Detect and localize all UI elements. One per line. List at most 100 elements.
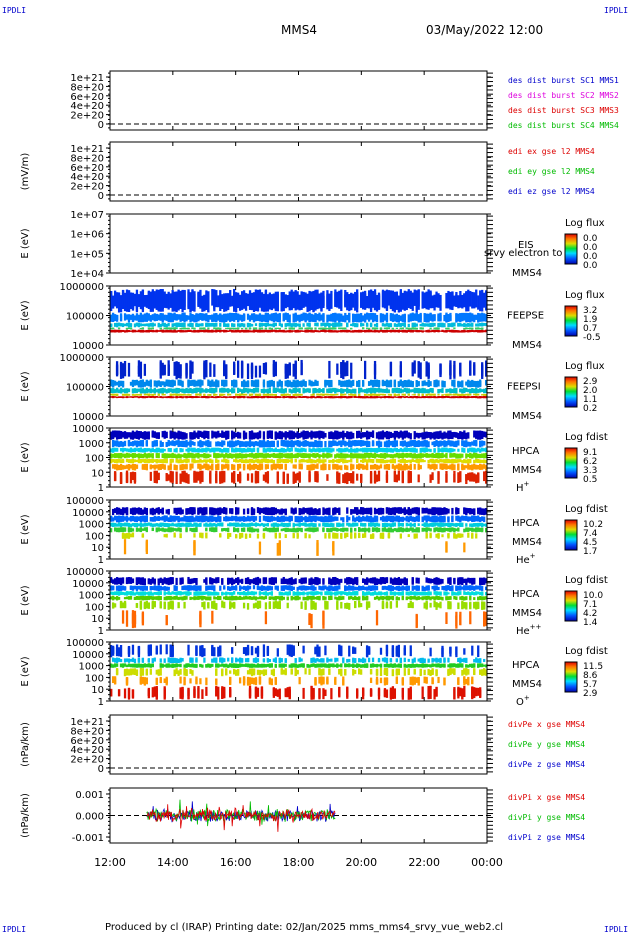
spectrogram-cell <box>381 289 385 307</box>
spectrogram-cell <box>233 396 236 399</box>
spectrogram-cell <box>256 464 260 471</box>
spectrogram-cell <box>246 441 250 447</box>
spectrogram-cell <box>461 323 464 327</box>
spectrogram-cell <box>314 440 317 446</box>
spectrogram-cell <box>110 459 113 463</box>
spectrogram-cell <box>397 387 400 394</box>
spectrogram-cell <box>147 448 150 452</box>
spectrogram-cell <box>153 471 156 484</box>
spectrogram-cell <box>217 463 220 470</box>
spectrogram-cell <box>336 388 339 393</box>
spectrogram-cell <box>342 430 345 439</box>
spectrogram-cell <box>123 396 127 398</box>
spectrogram-cell <box>385 327 389 330</box>
spectrogram-cell <box>431 330 434 332</box>
spectrogram-cell <box>215 441 218 447</box>
spectrogram-cell <box>356 459 359 463</box>
spectrogram-cell <box>231 295 234 307</box>
spectrogram-cell <box>361 454 365 459</box>
spectrogram-cell <box>163 393 166 396</box>
spectrogram-cell <box>143 458 147 464</box>
spectrogram-cell <box>365 388 369 393</box>
spectrogram-cell <box>207 459 210 463</box>
spectrogram-cell <box>302 380 305 386</box>
spectrogram-cell <box>147 329 150 333</box>
spectrogram-cell <box>117 389 121 394</box>
spectrogram-cell <box>449 312 452 322</box>
spectrogram-cell <box>235 458 238 463</box>
spectrogram-cell <box>262 396 266 398</box>
spectrogram-cell <box>248 388 252 393</box>
spectrogram-cell <box>121 323 125 328</box>
spectrogram-cell <box>346 460 349 463</box>
spectrogram-cell <box>131 396 135 399</box>
panel-frame <box>109 213 488 274</box>
spectrogram-cell <box>455 294 458 307</box>
spectrogram-cell <box>223 329 226 333</box>
spectrogram-cell <box>427 313 430 323</box>
spectrogram-cell <box>320 393 323 396</box>
spectrogram-cell <box>302 388 305 393</box>
spectrogram-cell <box>117 292 121 313</box>
corner-bl: IPDLI <box>2 925 26 934</box>
spectrogram-cell <box>131 430 135 440</box>
spectrogram-cell <box>145 387 148 393</box>
spectrogram-cell <box>358 396 361 398</box>
spectrogram-cell <box>240 314 244 322</box>
spectrogram-cell <box>207 327 210 330</box>
spectrogram-cell <box>235 292 238 306</box>
spectrogram-cell <box>363 330 367 333</box>
spectrogram-cell <box>119 432 123 439</box>
spectrogram-cell <box>334 430 337 440</box>
spectrogram-cell <box>272 448 275 453</box>
spectrogram-cell <box>219 290 222 306</box>
spectrogram-cell <box>435 329 438 332</box>
spectrogram-cell <box>413 327 416 330</box>
spectrogram-cell <box>427 396 430 398</box>
spectrogram-cell <box>310 330 313 333</box>
spectrogram-cell <box>278 396 281 399</box>
spectrogram-cell <box>219 327 222 330</box>
spectrogram-cell <box>244 293 248 311</box>
y-tick-label: 1e+07 <box>70 210 104 221</box>
spectrogram-cell <box>256 329 260 332</box>
spectrogram-cell <box>373 396 377 399</box>
spectrogram-cell <box>322 323 325 326</box>
spectrogram-cell <box>173 327 176 330</box>
spectrogram-cell <box>203 362 206 380</box>
spectrogram-cell <box>129 315 133 320</box>
spectrogram-cell <box>238 440 242 447</box>
spectrogram-cell <box>348 431 351 439</box>
spectrogram-cell <box>310 432 313 439</box>
spectrogram-cell <box>330 294 333 309</box>
spectrogram-cell <box>262 474 266 481</box>
spectrogram-cell <box>270 328 273 330</box>
spectrogram-cell <box>308 465 311 471</box>
spectrogram-cell <box>344 312 347 323</box>
spectrogram-cell <box>175 440 178 446</box>
spectrogram-cell <box>197 471 200 481</box>
spectrogram-cell <box>429 393 432 396</box>
spectrogram-cell <box>117 329 121 332</box>
spectrogram-cell <box>147 380 150 387</box>
spectrogram-cell <box>312 381 315 387</box>
spectrogram-cell <box>314 471 317 481</box>
spectrogram-cell <box>375 465 379 470</box>
spectrogram-cell <box>296 330 299 333</box>
spectrogram-cell <box>288 431 291 440</box>
spectrogram-cell <box>300 447 303 453</box>
spectrogram-cell <box>252 329 256 333</box>
spectrogram-cell <box>203 430 206 439</box>
spectrogram-cell <box>225 293 228 312</box>
spectrogram-cell <box>258 393 262 396</box>
spectrogram-cell <box>397 396 400 399</box>
spectrogram-cell <box>236 448 240 452</box>
spectrogram-cell <box>320 329 323 332</box>
spectrogram-cell <box>389 393 393 396</box>
y-tick-label: 100000 <box>66 312 104 323</box>
spectrogram-cell <box>169 396 172 398</box>
spectrogram-cell <box>242 323 246 327</box>
spectrogram-cell <box>383 388 387 393</box>
spectrogram-cell <box>205 314 208 322</box>
spectrogram-cell <box>294 459 297 463</box>
